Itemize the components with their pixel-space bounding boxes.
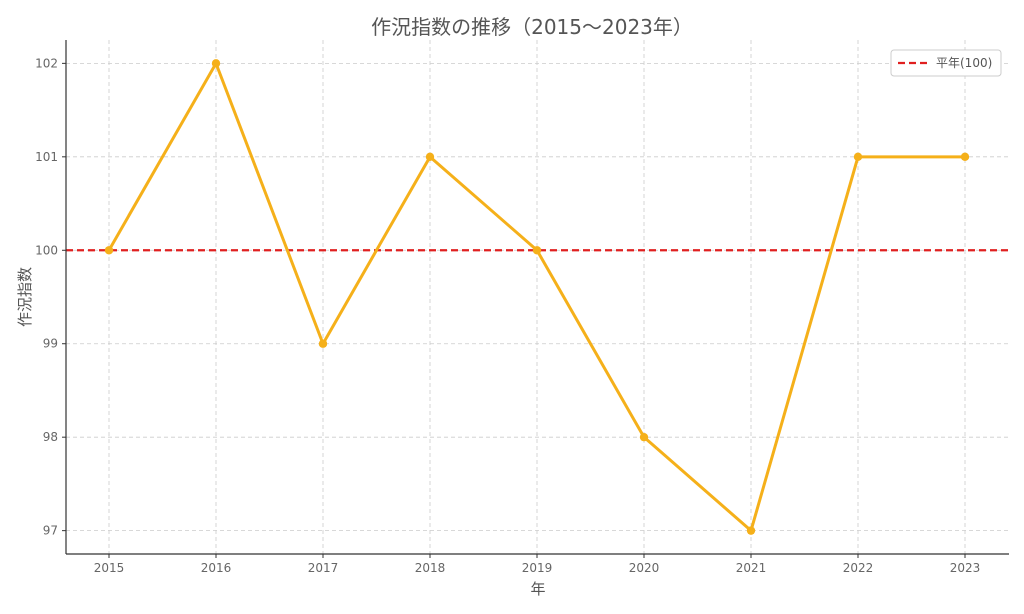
legend-box bbox=[890, 49, 1002, 77]
x-tick-label-2020: 2020 bbox=[629, 561, 660, 575]
chart-title: 作況指数の推移（2015〜2023年） bbox=[371, 15, 693, 39]
y-tick-label-97: 97 bbox=[43, 524, 58, 538]
x-tick-label-2019: 2019 bbox=[522, 561, 553, 575]
data-point-2021 bbox=[746, 526, 756, 535]
data-point-2017 bbox=[318, 339, 328, 348]
data-point-2018 bbox=[425, 152, 435, 162]
data-point-2022 bbox=[853, 152, 863, 162]
x-tick-label-2022: 2022 bbox=[843, 561, 874, 575]
data-point-2020 bbox=[639, 432, 649, 442]
legend-label-reference-line: 平年(100) bbox=[936, 56, 992, 70]
x-tick-label-2023: 2023 bbox=[950, 561, 981, 575]
y-tick-label-102: 102 bbox=[35, 56, 58, 70]
series-group bbox=[104, 59, 970, 535]
x-tick-label-2015: 2015 bbox=[94, 561, 125, 575]
y-ticks: 97 98 99 100 101 102 bbox=[35, 56, 66, 538]
axes bbox=[65, 40, 1009, 555]
data-point-2019 bbox=[532, 246, 542, 255]
legend: 平年(100) bbox=[890, 49, 1002, 77]
data-point-2023 bbox=[960, 152, 970, 162]
x-tick-label-2021: 2021 bbox=[736, 561, 767, 575]
data-point-2016 bbox=[211, 59, 221, 68]
data-point-2015 bbox=[104, 246, 114, 255]
y-tick-label-98: 98 bbox=[43, 430, 58, 444]
y-tick-label-101: 101 bbox=[35, 150, 58, 164]
x-tick-label-2017: 2017 bbox=[308, 561, 339, 575]
y-axis-label: 作況指数 bbox=[16, 267, 34, 327]
y-tick-label-99: 99 bbox=[43, 337, 58, 351]
y-tick-label-100: 100 bbox=[35, 243, 58, 257]
x-ticks: 2015 2016 2017 2018 2019 2020 2021 2022 2023 bbox=[94, 554, 981, 575]
x-tick-label-2018: 2018 bbox=[415, 561, 446, 575]
x-tick-label-2016: 2016 bbox=[201, 561, 232, 575]
grid bbox=[66, 40, 1009, 554]
x-axis-label: 年 bbox=[530, 580, 545, 598]
